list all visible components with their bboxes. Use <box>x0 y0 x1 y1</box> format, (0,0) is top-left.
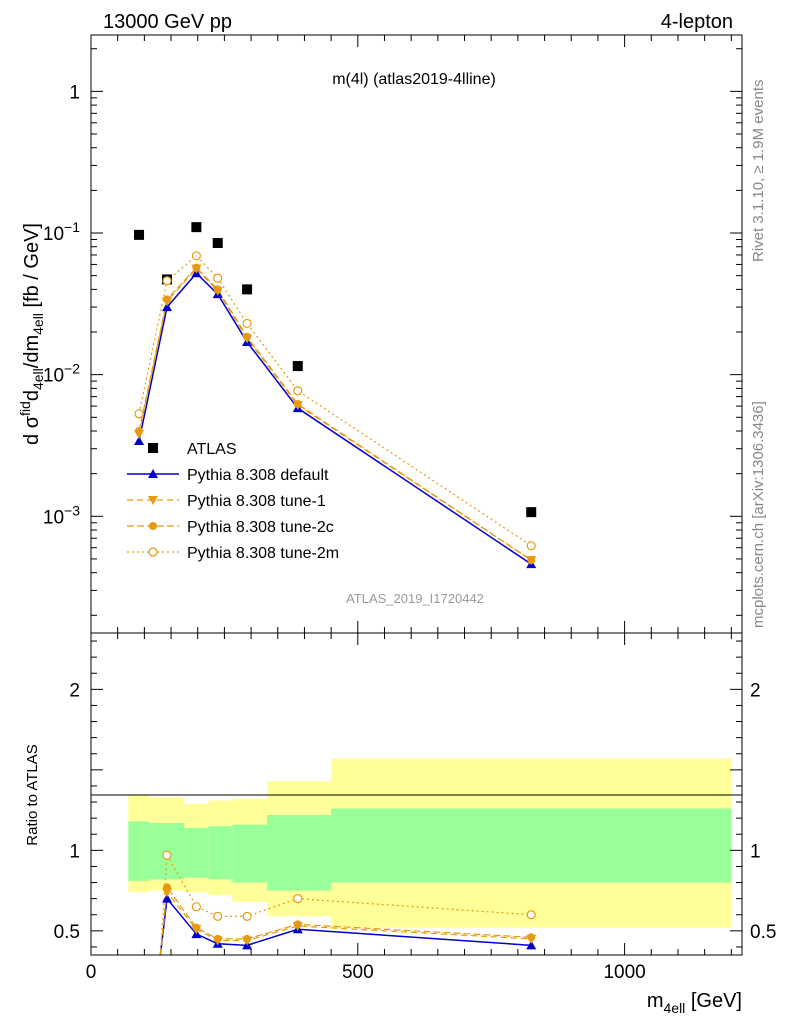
ratio-point-pythia-8-308-tune-2m <box>213 911 223 921</box>
ratio-y-axis-label: Ratio to ATLAS <box>24 744 41 845</box>
legend-marker-atlas <box>148 443 158 453</box>
ratio-uncertainty-band-inner <box>184 827 209 878</box>
ratio-frame <box>90 632 743 956</box>
ratio-y-tick-label: 0.5 <box>54 922 80 943</box>
main-point-pythia-8-308-tune-2c <box>213 285 222 294</box>
main-point-pythia-8-308-tune-2m <box>134 409 144 419</box>
legend-label-atlas: ATLAS <box>187 441 237 458</box>
ratio-point-pythia-8-308-tune-2c <box>293 920 302 929</box>
ratio-point-pythia-8-308-tune-2m <box>293 894 303 904</box>
main-point-pythia-8-308-tune-2c <box>527 556 536 565</box>
main-point-atlas <box>212 238 223 249</box>
main-point-pythia-8-308-default <box>134 436 145 446</box>
ratio-point-pythia-8-308-tune-2c <box>243 934 252 943</box>
main-point-atlas <box>526 507 537 518</box>
legend-label-pythia-8-308-tune-2m: Pythia 8.308 tune-2m <box>187 545 339 562</box>
ratio-point-pythia-8-308-tune-2m <box>191 902 201 912</box>
ratio-point-pythia-8-308-tune-2m <box>526 910 536 920</box>
ratio-y-tick-label-right: 2 <box>750 680 761 701</box>
main-y-tick-label: 10−3 <box>43 502 80 528</box>
legend-marker-pythia-8-308-default <box>148 469 158 478</box>
header-right: 4-lepton <box>661 11 733 33</box>
legend-label-pythia-8-308-tune-2c: Pythia 8.308 tune-2c <box>187 519 334 536</box>
main-point-pythia-8-308-tune-2m <box>162 276 172 286</box>
legend-label-pythia-8-308-default: Pythia 8.308 default <box>187 467 329 484</box>
main-point-atlas <box>134 229 145 240</box>
ratio-point-pythia-8-308-tune-2m <box>162 850 172 860</box>
main-y-tick-label: 10−2 <box>43 361 80 387</box>
legend-marker-pythia-8-308-tune-2c <box>149 522 157 530</box>
x-tick-label: 1000 <box>603 962 645 983</box>
main-point-pythia-8-308-tune-2m <box>526 541 536 551</box>
main-point-pythia-8-308-default <box>162 302 173 312</box>
ratio-point-pythia-8-308-tune-2c <box>527 933 536 942</box>
ratio-y-tick-label: 2 <box>69 680 80 701</box>
ratio-point-pythia-8-308-tune-2m <box>242 911 252 921</box>
main-frame <box>90 34 743 634</box>
ratio-uncertainty-band-inner <box>331 808 732 883</box>
main-y-tick-label: 10−1 <box>43 219 80 245</box>
ratio-point-pythia-8-308-default <box>526 940 537 950</box>
plot-title: m(4l) (atlas2019-4lline) <box>332 71 496 88</box>
legend-marker-pythia-8-308-tune-2m <box>148 547 158 557</box>
legend-marker-pythia-8-308-tune-1 <box>148 496 158 505</box>
ratio-uncertainty-band-inner <box>208 826 233 880</box>
ratio-point-pythia-8-308-default <box>162 893 173 903</box>
ratio-uncertainty-band-inner <box>128 821 150 881</box>
watermark: ATLAS_2019_I1720442 <box>346 591 484 606</box>
svg-text:m4ell [GeV]: m4ell [GeV] <box>647 990 742 1016</box>
main-point-pythia-8-308-tune-2m <box>293 386 303 396</box>
legend-label-pythia-8-308-tune-1: Pythia 8.308 tune-1 <box>187 493 326 510</box>
x-axis-label: m4ell [GeV] <box>647 990 742 1016</box>
header-left: 13000 GeV pp <box>103 11 232 33</box>
main-point-pythia-8-308-tune-2c <box>293 400 302 409</box>
ratio-point-pythia-8-308-tune-2c <box>163 883 172 892</box>
main-point-pythia-8-308-tune-2c <box>135 427 144 436</box>
ratio-y-tick-label: 1 <box>69 841 80 862</box>
main-line-pythia-8-308-tune-1 <box>138 267 532 561</box>
ratio-uncertainty-band-inner <box>232 824 268 883</box>
mcplots-info: mcplots.cern.ch [arXiv:1306.3436] <box>750 401 767 628</box>
rivet-info: Rivet 3.1.10, ≥ 1.9M events <box>750 80 767 263</box>
x-tick-label: 500 <box>342 962 374 983</box>
ratio-point-pythia-8-308-tune-2c <box>192 923 201 932</box>
main-point-atlas <box>292 361 303 372</box>
ratio-y-tick-label-right: 1 <box>750 841 761 862</box>
main-point-atlas <box>242 284 253 295</box>
main-y-axis-label: d σfidd4ell/dm4ell [fb / GeV] <box>17 223 46 445</box>
main-point-pythia-8-308-tune-2m <box>242 318 252 329</box>
main-y-tick-label: 1 <box>69 82 80 103</box>
main-line-pythia-8-308-tune-2c <box>138 266 532 561</box>
ratio-uncertainty-band-inner <box>267 814 332 891</box>
legend: ATLAS Pythia 8.308 default Pythia 8.308 tu… <box>127 441 339 562</box>
x-tick-label: 0 <box>86 962 97 983</box>
main-point-atlas <box>191 222 202 233</box>
svg-text:d σfidd4ell/dm4ell [fb / GeV]: d σfidd4ell/dm4ell [fb / GeV] <box>17 223 46 445</box>
main-point-pythia-8-308-tune-2c <box>163 295 172 304</box>
main-point-pythia-8-308-tune-2c <box>243 332 252 341</box>
main-point-pythia-8-308-tune-2c <box>192 263 201 272</box>
ratio-point-pythia-8-308-tune-2c <box>213 934 222 943</box>
ratio-y-tick-label-right: 0.5 <box>750 922 776 943</box>
main-point-pythia-8-308-tune-2m <box>191 251 201 261</box>
main-point-pythia-8-308-tune-2m <box>213 273 223 283</box>
